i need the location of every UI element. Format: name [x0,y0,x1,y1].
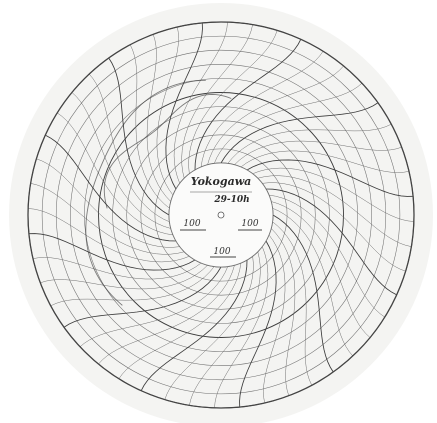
chart-arc [268,194,385,318]
outer-rim [27,21,415,409]
chart-arc [188,30,278,174]
chart-arc [118,262,242,379]
chart-arc [271,201,371,338]
chart-arc [257,175,412,247]
time-arcs [28,22,414,408]
recorder-traces [85,79,232,306]
chart-arc [189,251,261,406]
chart-ring [154,148,288,282]
chart-ring [98,92,344,338]
chart-ring [140,134,302,296]
chart-arc [146,34,171,202]
chart-ring [41,35,401,395]
chart-arc [234,140,402,165]
chart-arc [227,123,392,164]
chart-arc [140,260,248,391]
chart-arc [262,182,406,272]
chart-arc [252,167,414,222]
chart-arc [194,39,302,170]
pen-trace [85,79,206,306]
chart-arc [108,57,170,216]
chart-arc [271,228,296,396]
chart-arc [57,112,174,236]
chart-arc [63,266,222,328]
pen-trace [103,93,232,209]
chart-arc [156,26,179,196]
chart-arc [240,150,410,173]
chart-arc [272,207,353,357]
hub-right-mark: 100 [241,219,258,229]
chart-arc [272,214,334,373]
chart-arc [220,102,379,164]
chart-arc [71,92,171,229]
chart-arc [200,51,324,168]
chart-arc [36,158,180,248]
chart-arc [28,233,196,271]
chart-arc [246,159,414,197]
chart-arc [213,83,363,164]
chart-ring [55,49,387,381]
chart-arc [173,22,228,184]
chart-arc [89,73,170,223]
chart-arc [129,44,170,209]
chart-ring [126,120,316,310]
chart-arc [214,246,269,408]
chart-arc [263,234,286,404]
chart-ring [84,78,358,352]
chart-arc [45,134,176,242]
chart-ring [70,64,372,366]
hub-left-mark: 100 [183,219,200,229]
chart-arc [28,208,190,263]
chart-arc [181,24,253,179]
chart-arc [32,257,202,280]
chart-arc [40,265,208,290]
hub-logo: Yokogawa [191,175,252,188]
hub-hole [217,211,225,219]
hub-chart-number: 29-10h [213,195,249,205]
chart-arc [50,266,215,307]
chart-arc [272,221,313,386]
chart-arc [165,22,203,190]
hub-bottom-mark: 100 [213,247,230,257]
chart-arc [207,65,344,165]
chart-arc [164,256,254,400]
chart-arc [30,183,185,255]
chart-arc [79,266,229,347]
chart-arc [239,240,277,408]
chart-ring [112,106,330,324]
center-hub: Yokogawa 29-10h 100 100 100 [168,162,274,268]
chart-arc [266,188,397,296]
chart-arc [98,265,235,365]
